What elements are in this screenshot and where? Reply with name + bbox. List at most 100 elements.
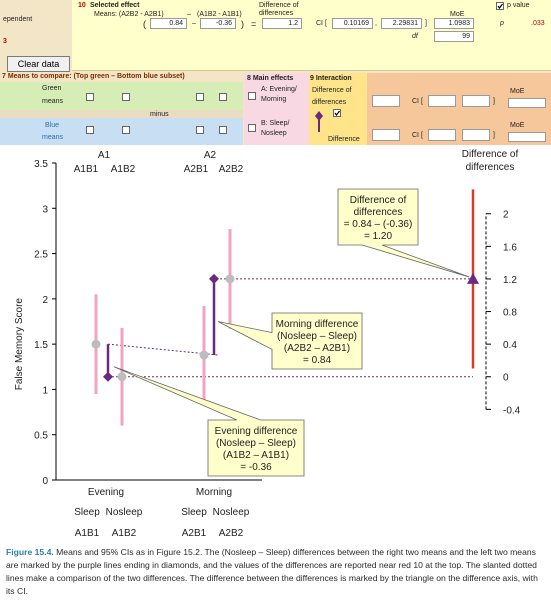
condition-label-bottom: A1B1 xyxy=(75,528,100,539)
moe-label-1: MoE xyxy=(510,88,525,95)
y-tick-label: 2 xyxy=(42,295,48,306)
difference-axis-title: Difference of xyxy=(462,149,519,160)
paren-open: ( xyxy=(143,19,146,29)
green-checkbox-2[interactable] xyxy=(122,93,130,101)
diff-of-diff-value: 1.2 xyxy=(262,18,302,29)
condition-label-top: A1B2 xyxy=(111,164,136,175)
difference-axis-title: differences xyxy=(466,162,515,173)
morning-callout-text: = 0.84 xyxy=(303,355,332,366)
evening-diamond-icon xyxy=(103,371,113,382)
green-checkbox-4[interactable] xyxy=(219,93,227,101)
means-label-a1: (A1B2 - A1B1) xyxy=(197,11,242,18)
evening-callout-box xyxy=(113,366,305,477)
dod-callout-text: differences xyxy=(354,207,403,218)
green-checkbox-1[interactable] xyxy=(86,93,94,101)
slanted-comparison-line xyxy=(107,343,219,356)
dependent-label: ependent xyxy=(3,16,33,23)
p-label: p xyxy=(500,20,504,27)
mean-point xyxy=(91,339,101,349)
clear-data-button[interactable]: Clear data xyxy=(7,56,70,72)
green-checkbox-3[interactable] xyxy=(196,93,204,101)
interaction-checkbox[interactable] xyxy=(333,109,341,117)
blue-checkbox-4[interactable] xyxy=(219,126,227,134)
y-axis-label: False Memory Score xyxy=(14,298,25,391)
difference-axis-tick-label: -0.4 xyxy=(503,405,521,416)
y-tick-label: 3.5 xyxy=(34,159,48,170)
figure-label: Figure 15.4. xyxy=(6,547,54,557)
group-label-bottom: Evening xyxy=(88,487,124,498)
pvalue-checkbox[interactable] xyxy=(496,2,504,10)
figure-caption: Figure 15.4. Means and 95% CIs as in Fig… xyxy=(6,546,546,598)
green-label: Green xyxy=(42,85,62,92)
dod-callout-text: Difference of xyxy=(350,195,407,206)
ci-close-2: ] xyxy=(493,132,495,139)
difference-axis-tick-label: 1.2 xyxy=(503,275,517,286)
y-tick-label: 0.5 xyxy=(34,431,48,442)
evening-callout-text: (Nosleep – Sleep) xyxy=(216,438,296,449)
option-b-label: B: Sleep/ Nosleep xyxy=(261,120,290,137)
condition-label-bottom: A2B2 xyxy=(219,528,244,539)
green-means-label: means xyxy=(42,98,64,105)
minus-row xyxy=(0,110,243,118)
ci-box-2 xyxy=(428,95,456,107)
interaction-subtitle: Difference of differences xyxy=(312,87,352,106)
blue-label: Blue xyxy=(45,122,60,129)
ci-box-1 xyxy=(372,95,400,107)
condition-label-top: A1B1 xyxy=(74,164,99,175)
mean-point xyxy=(199,350,209,360)
condition-label-top: A2B1 xyxy=(184,164,209,175)
diff-of-diff-triangle xyxy=(467,272,479,284)
blue-checkbox-3[interactable] xyxy=(196,126,204,134)
ci-label-2: CI [ xyxy=(412,132,423,139)
difference-axis-tick-label: 0 xyxy=(503,373,509,384)
mean-diff-a2: 0.84 xyxy=(150,18,187,29)
condition-label-bottom: A2B1 xyxy=(182,528,207,539)
caption-text: Means and 95% CIs as in Figure 15.2. The… xyxy=(6,547,538,596)
morning-callout-box xyxy=(217,312,363,370)
mean-point xyxy=(117,372,127,382)
ci-comma: , xyxy=(375,20,377,27)
main-effects-title: 8 Main effects xyxy=(247,75,294,82)
evening-callout-text: Evening difference xyxy=(215,426,298,437)
difference-axis-tick-label: 0.8 xyxy=(503,308,517,319)
difference-label: Difference xyxy=(328,136,360,143)
check-icon xyxy=(497,3,503,9)
condition-label-top: A2B2 xyxy=(219,164,244,175)
df-label: df xyxy=(412,33,418,40)
ci-box-5 xyxy=(428,129,456,141)
ci-label-1: CI [ xyxy=(412,98,423,105)
option-b-checkbox[interactable] xyxy=(248,124,256,132)
morning-diamond-icon xyxy=(209,273,219,284)
option-a-checkbox[interactable] xyxy=(248,92,256,100)
condition-label-bottom: A1B2 xyxy=(112,528,137,539)
means-minus: – xyxy=(187,11,191,18)
dod-callout-text: = 0.84 – (-0.36) xyxy=(344,219,413,230)
moe-box-1 xyxy=(508,98,546,108)
row-number: 3 xyxy=(3,38,7,45)
moe-label: MoE xyxy=(450,11,465,18)
ci-upper: 2.29831 xyxy=(381,18,422,29)
difference-axis-tick-label: 2 xyxy=(503,210,509,221)
ci-box-4 xyxy=(372,129,400,141)
blue-checkbox-2[interactable] xyxy=(122,126,130,134)
blue-checkbox-1[interactable] xyxy=(86,126,94,134)
condition-sublabel: Nosleep xyxy=(106,507,143,518)
ci-close: ] xyxy=(425,20,427,27)
y-tick-label: 1.5 xyxy=(34,340,48,351)
morning-callout-text: Morning difference xyxy=(276,319,359,330)
paren-close: ) xyxy=(241,19,244,29)
effect-number: 10 xyxy=(78,2,86,9)
dod-callout-text: = 1.20 xyxy=(364,231,393,242)
main-effects-panel xyxy=(244,73,309,145)
check-icon xyxy=(334,110,340,116)
pvalue-label: p value xyxy=(507,2,530,9)
p-value: .033 xyxy=(531,20,545,27)
values-minus: – xyxy=(192,20,196,27)
equals-sign: = xyxy=(251,19,257,29)
condition-sublabel: Nosleep xyxy=(213,507,250,518)
ci-box-3 xyxy=(462,95,490,107)
difference-axis-tick-label: 1.6 xyxy=(503,242,517,253)
ci-lower: 0.10169 xyxy=(332,18,373,29)
df-value: 99 xyxy=(434,31,474,42)
ci-label: CI [ xyxy=(316,20,327,27)
